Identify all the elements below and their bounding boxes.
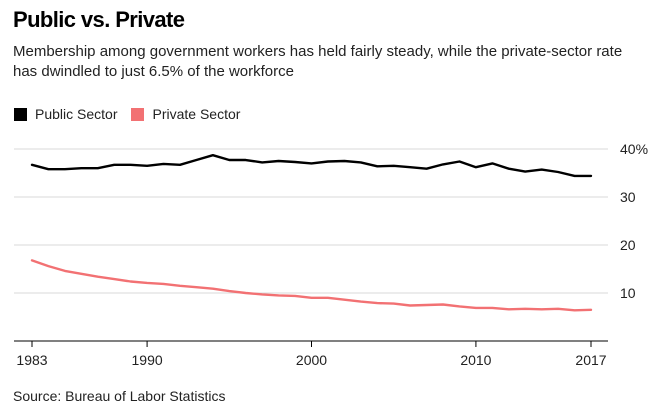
x-tick-label-2000: 2000 <box>296 352 327 368</box>
y-tick-label-10: 10 <box>620 285 636 301</box>
x-tick-label-2017: 2017 <box>575 352 606 368</box>
y-tick-label-40: 40% <box>620 141 648 157</box>
gridlines <box>14 148 608 294</box>
source-note: Source: Bureau of Labor Statistics <box>13 388 226 404</box>
x-tick-label-2010: 2010 <box>460 352 491 368</box>
x-tick-label-1990: 1990 <box>132 352 163 368</box>
series-lines <box>30 154 593 312</box>
series-line-private-sector <box>30 259 593 312</box>
series-line-public-sector <box>30 154 593 178</box>
legend-label-public: Public Sector <box>35 106 118 122</box>
y-tick-label-20: 20 <box>620 237 636 253</box>
legend-item-public: Public Sector <box>14 106 117 122</box>
chart-subtitle: Membership among government workers has … <box>13 43 623 80</box>
x-tick-label-1983: 1983 <box>16 352 47 368</box>
legend-item-private: Private Sector <box>131 106 240 122</box>
legend-label-private: Private Sector <box>152 106 241 122</box>
legend: Public Sector Private Sector <box>14 106 254 122</box>
y-axis-labels: 10 20 30 40% <box>620 141 648 301</box>
legend-swatch-public <box>14 107 27 121</box>
y-tick-label-30: 30 <box>620 189 636 205</box>
x-axis: 1983 1990 2000 2010 2017 <box>14 340 608 368</box>
chart-title: Public vs. Private <box>13 7 185 32</box>
legend-swatch-private <box>131 107 145 121</box>
